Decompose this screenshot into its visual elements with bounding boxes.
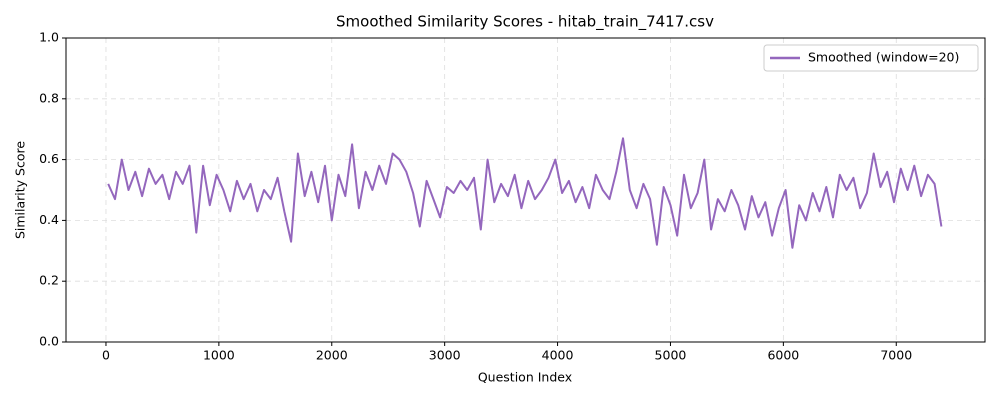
- plot-frame: [65, 37, 986, 343]
- x-tick-label: 2000: [316, 348, 348, 363]
- x-tick-label: 7000: [880, 348, 912, 363]
- y-tick-label: 0.0: [39, 334, 59, 349]
- y-tick-label: 0.8: [39, 90, 59, 105]
- x-tick-label: 3000: [429, 348, 461, 363]
- chart-title: Smoothed Similarity Scores - hitab_train…: [336, 13, 714, 32]
- x-axis-label: Question Index: [478, 370, 572, 385]
- x-tick-label: 0: [102, 348, 110, 363]
- x-tick-label: 5000: [655, 348, 687, 363]
- legend-box: [763, 44, 979, 72]
- y-tick-label: 0.2: [39, 273, 59, 288]
- y-tick-label: 1.0: [39, 30, 59, 45]
- y-axis-label: Similarity Score: [13, 141, 28, 239]
- y-tick-label: 0.4: [39, 212, 59, 227]
- x-tick-label: 1000: [203, 348, 235, 363]
- legend-label: Smoothed (window=20): [808, 50, 959, 65]
- data-line: [107, 137, 943, 249]
- x-tick-label: 4000: [542, 348, 574, 363]
- x-tick-label: 6000: [767, 348, 799, 363]
- y-tick-label: 0.6: [39, 151, 59, 166]
